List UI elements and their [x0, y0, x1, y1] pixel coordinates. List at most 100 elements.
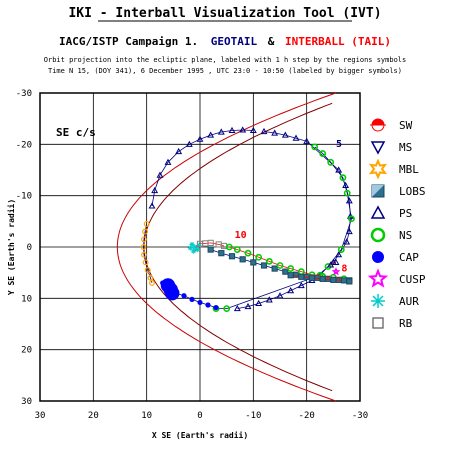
- track-marker-lobs: [250, 259, 257, 266]
- y-tick-label: 20: [21, 346, 32, 356]
- x-tick-label: -10: [245, 411, 261, 421]
- legend-item-cap: CAP: [372, 251, 419, 264]
- track-marker-ps: [244, 302, 252, 310]
- track-marker-ms: [175, 147, 183, 155]
- legend-label: MS: [399, 141, 412, 154]
- x-tick-label: -30: [352, 411, 368, 421]
- track-marker-cusp: [331, 267, 341, 276]
- track-marker-ps: [276, 292, 284, 299]
- legend: SW MS MBL LOBS PS NS CAP CUSP AUR RB: [367, 118, 426, 330]
- track-marker-cap: [181, 293, 187, 299]
- track-marker-cap: [205, 302, 211, 308]
- bow-shock-curve: [116, 92, 336, 402]
- y-tick-label: -10: [16, 192, 32, 202]
- axis-ticks: 30 20 10 0 -10 -20 -30 -30 -20 -10 0 10 20 30: [16, 89, 368, 421]
- track-marker-ms: [196, 135, 204, 142]
- track-marker-lobs: [218, 250, 225, 257]
- y-tick-label: -30: [16, 89, 32, 99]
- legend-item-aur: AUR: [371, 294, 419, 308]
- coord-system-label: SE c/s: [56, 126, 96, 139]
- time-label: 5: [336, 139, 342, 150]
- legend-item-sw: SW: [370, 118, 413, 132]
- track-marker-ps: [303, 137, 311, 144]
- track-marker-ps: [233, 304, 241, 312]
- track-marker-ns: [223, 305, 231, 312]
- x-tick-label: 30: [35, 411, 46, 421]
- lobs-shade-icon: [372, 185, 384, 197]
- magnetopause-curve: [143, 102, 333, 392]
- track-marker-lobs: [239, 256, 246, 263]
- time-label: 8: [341, 264, 347, 275]
- track-marker-lobs: [346, 278, 353, 285]
- ps-triangle-icon: [370, 205, 386, 219]
- track-marker-rb: [207, 239, 214, 246]
- time-label: 10: [235, 230, 247, 241]
- track-marker-ps: [332, 258, 340, 265]
- sat-geotail-label: GEOTAIL: [211, 35, 258, 48]
- track-marker-lobs: [282, 268, 289, 275]
- y-axis-label: Y SE (Earth's radii): [6, 199, 16, 295]
- track-marker-lobs: [319, 275, 326, 282]
- track-marker-ps: [345, 197, 353, 204]
- orbit-tracks: [140, 126, 355, 312]
- subtitle-line-1: Orbit projection into the ecliptic plane…: [44, 56, 406, 64]
- track-marker-mbl: [140, 244, 147, 250]
- ms-triangle-icon: [370, 141, 386, 155]
- legend-label: LOBS: [399, 185, 426, 198]
- track-marker-ns: [255, 253, 263, 261]
- track-marker-ns: [324, 263, 332, 270]
- track-marker-ps: [292, 134, 300, 141]
- track-marker-ps: [287, 287, 295, 294]
- track-marker-mbl: [142, 228, 149, 235]
- legend-label: SW: [399, 119, 413, 132]
- track-marker-cap: [197, 299, 203, 306]
- track-marker-ns: [225, 243, 233, 251]
- rb-square-icon: [372, 317, 384, 329]
- track-marker-ps: [271, 129, 279, 136]
- track-marker-lobs: [228, 253, 236, 260]
- legend-label: NS: [399, 229, 412, 242]
- track-marker-ns: [339, 174, 347, 182]
- cusp-star-icon: [367, 268, 389, 288]
- track-marker-aur: [188, 245, 193, 251]
- track-marker-cap: [165, 286, 180, 301]
- legend-label: RB: [399, 317, 413, 330]
- track-marker-mbl: [149, 279, 155, 286]
- track-marker-cap: [213, 304, 219, 311]
- track-marker-ns: [276, 262, 284, 269]
- track-marker-mbl: [147, 274, 154, 281]
- track-marker-ms: [185, 140, 193, 147]
- legend-label: AUR: [399, 295, 419, 308]
- track-marker-ps: [345, 227, 353, 235]
- tool-title: IKI - Interball Visualization Tool (IVT): [68, 6, 381, 21]
- ns-circle-icon: [370, 227, 386, 243]
- y-tick-label: -20: [16, 140, 32, 150]
- legend-item-lobs: LOBS: [371, 184, 426, 198]
- track-marker-lobs: [271, 265, 278, 272]
- track-marker-lobs: [340, 277, 348, 284]
- track-marker-ms: [249, 126, 257, 134]
- track-marker-ns: [265, 257, 273, 265]
- track-marker-ps: [297, 281, 305, 289]
- track-marker-ns: [337, 246, 345, 253]
- campaign-line: IACG/ISTP Campaign 1. GEOTAIL & INTERBAL…: [59, 35, 391, 48]
- legend-item-ns: NS: [370, 227, 412, 243]
- legend-item-cusp: CUSP: [367, 268, 426, 288]
- track-marker-ns: [233, 246, 241, 253]
- track-marker-ps: [343, 238, 351, 245]
- x-tick-label: -20: [299, 411, 315, 421]
- x-tick-label: 0: [197, 411, 202, 421]
- x-axis-label: X SE (Earth's radii): [152, 430, 248, 440]
- track-marker-ms: [239, 126, 247, 133]
- track-marker-ms: [148, 202, 156, 209]
- track-marker-ns: [343, 189, 351, 197]
- track-marker-lobs: [308, 274, 316, 281]
- track-marker-ps: [281, 131, 289, 138]
- track-marker-ps: [255, 299, 263, 307]
- track-marker-mbl: [143, 220, 150, 227]
- track-marker-ms: [217, 128, 225, 135]
- track-marker-mbl: [142, 259, 149, 266]
- mbl-star-icon: [368, 158, 388, 180]
